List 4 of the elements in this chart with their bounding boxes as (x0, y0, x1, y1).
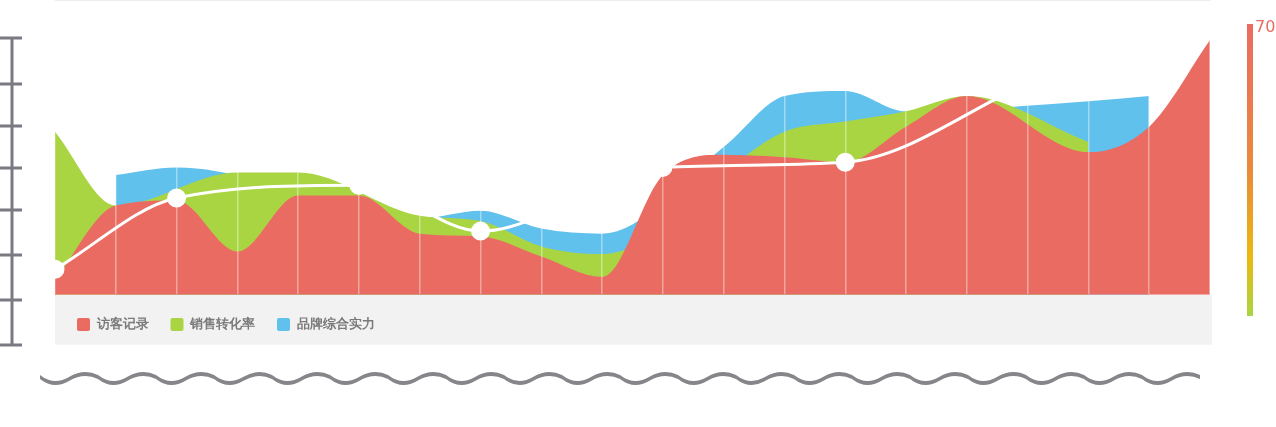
legend-label: 品牌综合实力 (296, 315, 375, 331)
text: 70 (1255, 17, 1276, 36)
legend-label: 访客记录 (95, 315, 149, 331)
legend-label: 销售转化率 (189, 315, 255, 331)
